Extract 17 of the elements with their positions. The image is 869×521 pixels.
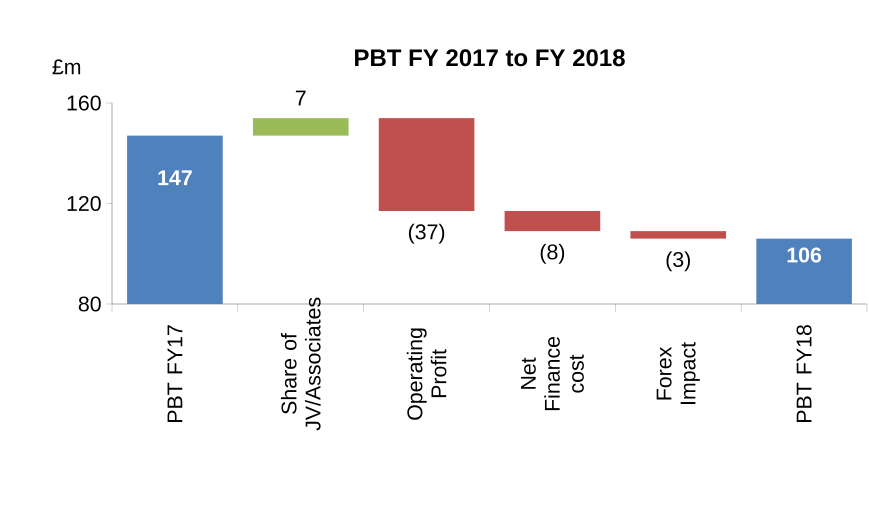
data-label: 106 [788, 247, 822, 263]
x-tick-label: Operating Profit [406, 328, 446, 420]
data-label: 147 [158, 170, 192, 186]
x-tick-label: Net Finance cost [520, 336, 584, 410]
data-label: 7 [296, 90, 306, 106]
x-tick-label: PBT FY17 [168, 325, 182, 422]
y-tick-label: 80 [78, 296, 101, 312]
data-label: (3) [666, 251, 690, 272]
x-tick-label: Forex Impact [656, 342, 700, 404]
chart-title: PBT FY 2017 to FY 2018 [355, 49, 625, 66]
y-tick-label: 160 [68, 95, 101, 111]
data-label: (37) [408, 224, 444, 244]
x-tick-label: Share of JV/Associates [280, 298, 321, 431]
data-label: (8) [540, 244, 564, 264]
y-axis-title: £m [52, 59, 80, 74]
x-tick-label: PBT FY18 [796, 325, 812, 422]
y-tick-label: 120 [68, 196, 101, 212]
